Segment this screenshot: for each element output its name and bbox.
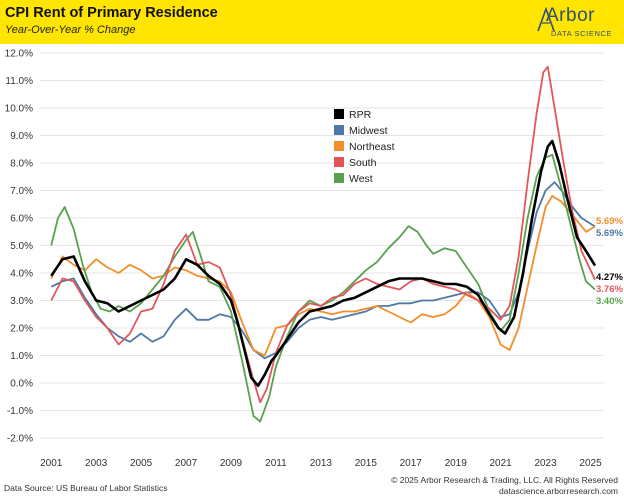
arbor-logo: Arbor DATA SCIENCE <box>532 5 622 43</box>
y-tick-label: 4.0% <box>10 269 33 280</box>
legend-swatch-south <box>334 157 344 167</box>
x-tick-label: 2001 <box>40 458 63 469</box>
series-line-south <box>50 65 596 404</box>
footer-credits: © 2025 Arbor Research & Trading, LLC. Al… <box>391 475 618 497</box>
legend-label-midwest: Midwest <box>349 125 388 137</box>
series-end-labels: 5.69%5.69% 4.27%3.76%3.40% <box>596 216 623 307</box>
y-tick-label: 11.0% <box>5 76 33 87</box>
legend-swatch-midwest <box>334 125 344 135</box>
chart-title: CPI Rent of Primary Residence <box>5 5 218 21</box>
x-tick-label: 2019 <box>445 458 468 469</box>
x-tick-label: 2025 <box>579 458 602 469</box>
y-tick-label: 0.0% <box>10 379 33 390</box>
x-tick-label: 2009 <box>220 458 243 469</box>
header-banner: CPI Rent of Primary Residence Year-Over-… <box>0 0 624 44</box>
x-tick-label: 2013 <box>310 458 333 469</box>
legend-swatch-west <box>334 173 344 183</box>
y-tick-label: 5.0% <box>10 241 33 252</box>
arbor-logo-mark-icon <box>537 6 555 32</box>
logo-name: Arbor <box>546 5 595 26</box>
y-tick-label: 3.0% <box>10 296 33 307</box>
series-line-midwest <box>50 181 596 360</box>
y-tick-label: 9.0% <box>10 131 33 142</box>
x-tick-label: 2005 <box>130 458 153 469</box>
y-tick-label: 6.0% <box>10 214 33 225</box>
end-label-rpr: 4.27% <box>596 272 623 283</box>
legend-swatch-rpr <box>334 109 344 119</box>
y-tick-label: 8.0% <box>10 159 33 170</box>
website-text: datascience.arborresearch.com <box>498 486 618 496</box>
y-tick-label: -2.0% <box>7 434 33 445</box>
legend-label-northeast: Northeast <box>349 141 395 153</box>
end-label-west: 3.40% <box>596 296 623 307</box>
line-chart: 12.0% 11.0% 10.0% 9.0% 8.0% 7.0% 6.0% 5.0% 4.0% 3… <box>5 49 624 470</box>
legend-label-rpr: RPR <box>349 109 372 121</box>
x-tick-label: 2015 <box>355 458 378 469</box>
end-label-northeast: 5.69% <box>596 216 623 227</box>
y-axis-ticks: 12.0% 11.0% 10.0% 9.0% 8.0% 7.0% 6.0% 5.0% 4.0% 3… <box>5 49 33 445</box>
y-tick-label: -1.0% <box>7 406 33 417</box>
x-tick-label: 2021 <box>490 458 513 469</box>
y-tick-label: 12.0% <box>5 49 33 60</box>
x-tick-label: 2007 <box>175 458 198 469</box>
chart-subtitle: Year-Over-Year % Change <box>5 24 136 36</box>
legend-label-west: West <box>349 173 373 185</box>
x-tick-label: 2003 <box>85 458 108 469</box>
end-label-midwest: 5.69% <box>596 228 623 239</box>
x-tick-label: 2011 <box>265 458 287 469</box>
legend-swatch-northeast <box>334 141 344 151</box>
y-tick-label: 10.0% <box>5 104 33 115</box>
series-line-rpr <box>50 139 597 388</box>
legend-label-south: South <box>349 157 377 169</box>
series-lines <box>50 65 597 423</box>
logo-tagline: DATA SCIENCE <box>551 29 613 38</box>
y-tick-label: 2.0% <box>10 324 33 335</box>
gridlines <box>40 52 604 439</box>
data-source-note: Data Source: US Bureau of Labor Statisti… <box>4 483 168 493</box>
y-tick-label: 1.0% <box>10 351 33 362</box>
x-axis-ticks: 2001 2003 2005 2007 2009 2011 2013 2015 2017 2019… <box>40 458 602 469</box>
end-label-south: 3.76% <box>596 284 623 295</box>
y-tick-label: 7.0% <box>10 186 33 197</box>
legend: RPR Midwest Northeast South West <box>334 109 395 185</box>
copyright-text: © 2025 Arbor Research & Trading, LLC. Al… <box>391 475 618 485</box>
x-tick-label: 2023 <box>534 458 557 469</box>
x-tick-label: 2017 <box>400 458 423 469</box>
series-line-northeast <box>50 195 596 357</box>
